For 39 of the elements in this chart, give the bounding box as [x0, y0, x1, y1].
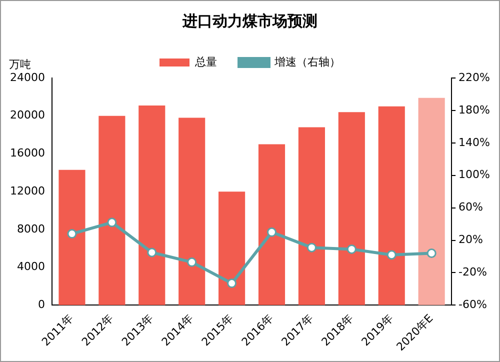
- bar: [418, 98, 445, 306]
- point: [426, 248, 436, 258]
- y-tick-label: 4000: [16, 260, 45, 274]
- point: [227, 278, 237, 288]
- chart-title: 进口动力煤市场预测: [182, 12, 318, 30]
- y2-tick-label: 140%: [458, 136, 490, 149]
- point: [267, 227, 276, 237]
- y-tick-label: 8000: [16, 222, 45, 236]
- bar: [218, 192, 246, 306]
- point: [306, 242, 316, 252]
- y-tick-label: 16000: [10, 146, 45, 160]
- point: [147, 248, 157, 258]
- bar: [98, 116, 126, 306]
- y2-tick-label: 20%: [458, 233, 484, 246]
- y-tick-label: 20000: [10, 108, 45, 122]
- y-tick-label: 24000: [10, 70, 45, 84]
- y2-tick-label: 60%: [458, 200, 484, 214]
- legend-label: 增速（右轴）: [274, 55, 340, 68]
- y-tick-label: 0: [38, 298, 45, 312]
- y2-tick-label: -60%: [458, 298, 487, 312]
- y2-tick-label: 220%: [458, 70, 490, 84]
- bar: [258, 144, 286, 306]
- y2-tick-label: -20%: [458, 266, 487, 279]
- bar: [378, 106, 405, 306]
- bar: [338, 112, 365, 306]
- y-tick-label: 12000: [10, 184, 45, 198]
- point: [67, 229, 77, 239]
- y2-tick-label: 100%: [458, 168, 490, 182]
- point: [386, 250, 396, 260]
- point: [187, 257, 197, 267]
- legend-label: 总量: [194, 55, 217, 68]
- bar: [298, 127, 325, 306]
- bar: [138, 105, 166, 306]
- y-axis-title: 万吨: [9, 57, 31, 72]
- y2-tick-label: 180%: [458, 103, 490, 116]
- point: [346, 244, 356, 254]
- bar: [178, 118, 206, 306]
- point: [107, 218, 117, 228]
- bar: [58, 170, 86, 306]
